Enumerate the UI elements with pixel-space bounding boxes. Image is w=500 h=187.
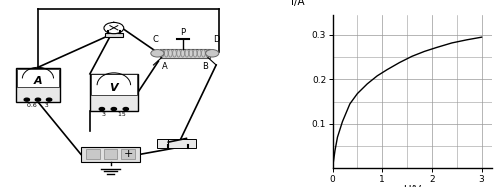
Text: A: A <box>162 62 168 71</box>
Text: +: + <box>124 149 133 159</box>
Bar <box>91 74 137 95</box>
Bar <box>16 68 60 102</box>
Circle shape <box>123 108 128 111</box>
Bar <box>81 147 140 162</box>
Bar <box>104 33 123 37</box>
Text: A: A <box>34 76 42 86</box>
Text: D: D <box>213 35 220 45</box>
Circle shape <box>46 98 52 101</box>
Circle shape <box>206 50 219 57</box>
Text: 3      15: 3 15 <box>102 112 126 117</box>
Text: P: P <box>180 28 186 37</box>
Text: 0.6    3: 0.6 3 <box>27 103 49 108</box>
Bar <box>86 149 100 159</box>
Bar <box>122 149 135 159</box>
Bar <box>160 49 210 58</box>
Circle shape <box>104 22 124 34</box>
Text: C: C <box>152 35 158 45</box>
Bar <box>16 69 59 87</box>
Y-axis label: I/A: I/A <box>290 0 304 7</box>
Bar <box>104 149 117 159</box>
Circle shape <box>99 108 104 111</box>
Text: B: B <box>202 62 207 71</box>
Circle shape <box>111 108 116 111</box>
Circle shape <box>151 50 164 57</box>
Circle shape <box>36 98 41 101</box>
Text: V: V <box>110 83 118 93</box>
Bar <box>90 74 138 111</box>
X-axis label: U/V: U/V <box>403 185 421 187</box>
Bar <box>157 139 196 148</box>
Circle shape <box>24 98 30 101</box>
